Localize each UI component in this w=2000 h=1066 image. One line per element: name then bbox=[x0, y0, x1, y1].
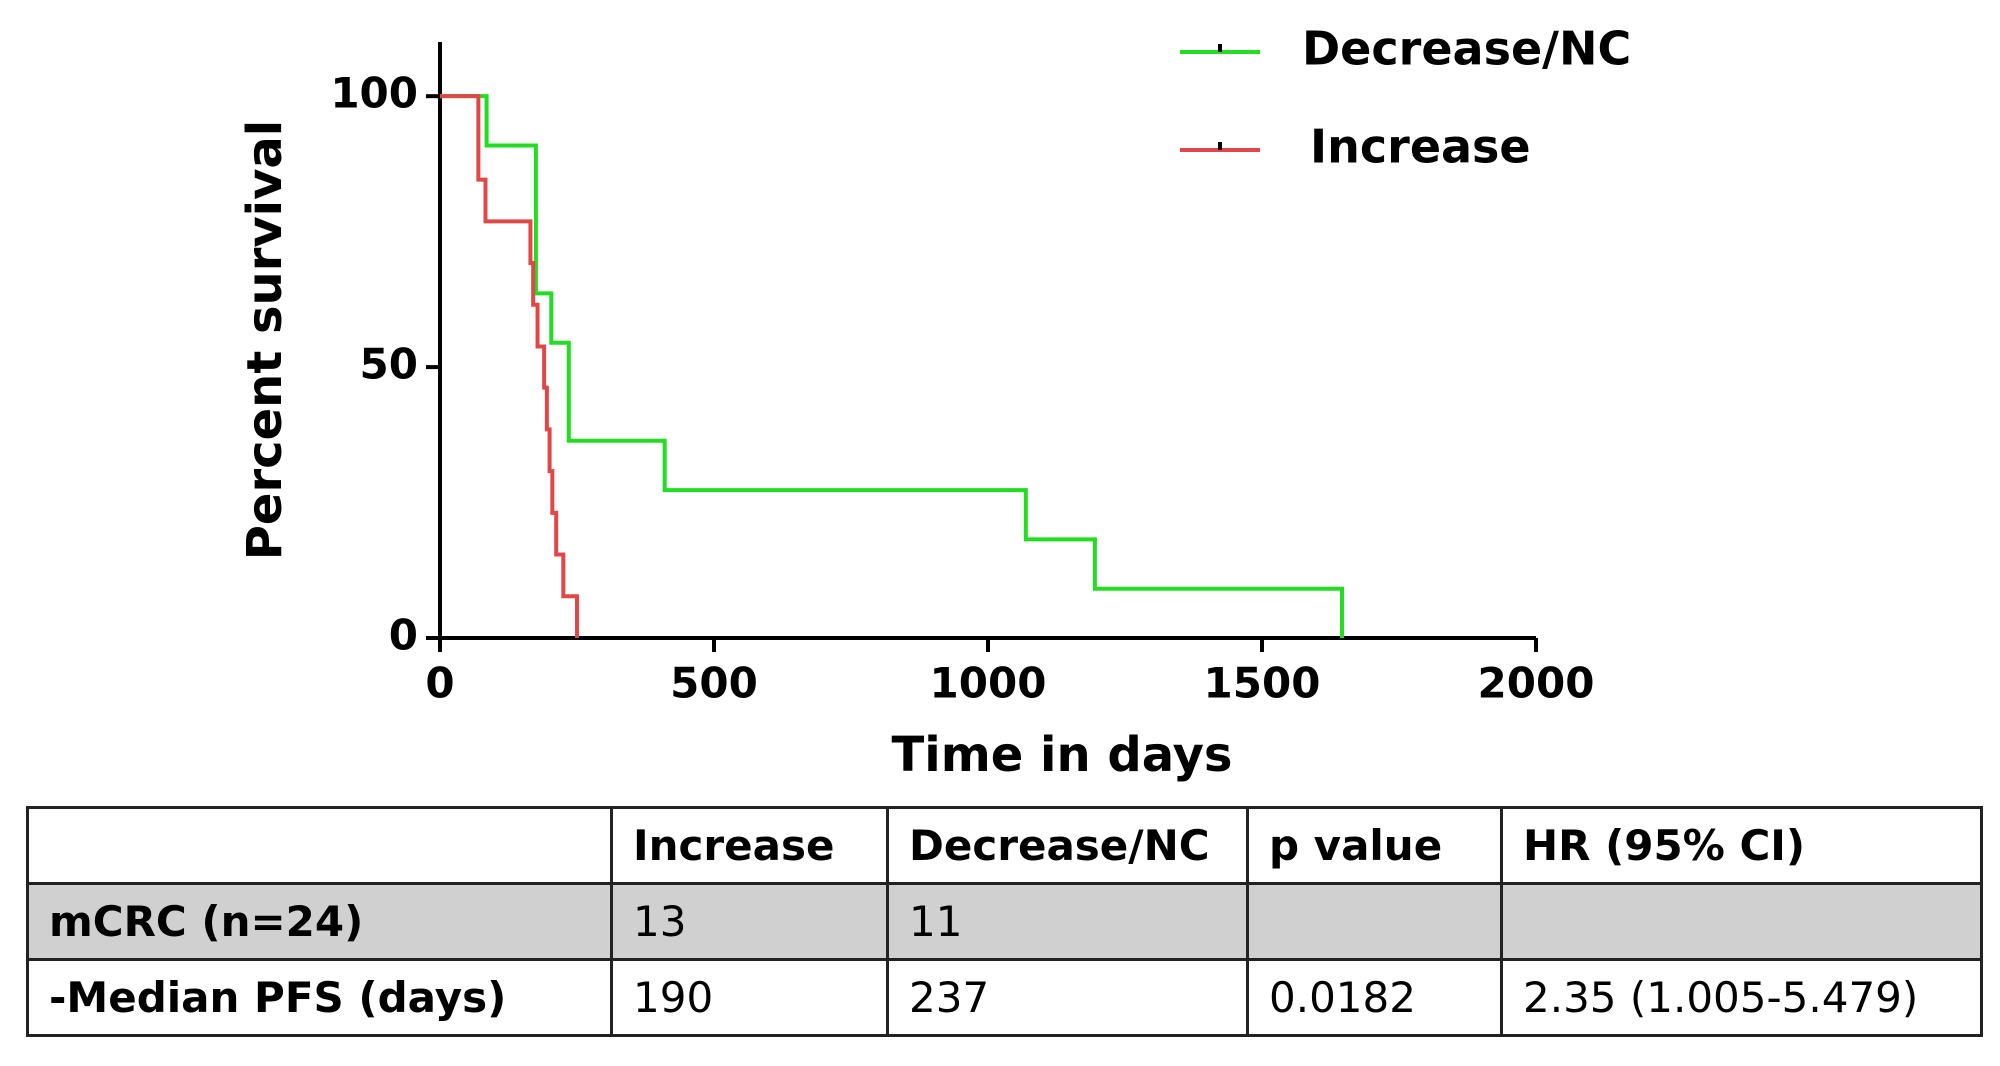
cell: 13 bbox=[610, 882, 889, 961]
x-tick-label: 1000 bbox=[930, 659, 1047, 708]
cell bbox=[1500, 882, 1983, 961]
cell bbox=[1246, 882, 1503, 961]
x-tick-label: 500 bbox=[670, 659, 758, 708]
legend-label: Decrease/NC bbox=[1302, 22, 1631, 76]
x-tick-label: 1500 bbox=[1204, 659, 1321, 708]
header-cell bbox=[26, 806, 613, 885]
survival-line bbox=[440, 94, 579, 638]
x-tick-label: 2000 bbox=[1478, 659, 1595, 708]
header-cell: Increase bbox=[610, 806, 889, 885]
x-tick-label: 0 bbox=[425, 659, 454, 708]
legend-label: Increase bbox=[1310, 120, 1531, 174]
survival-line bbox=[440, 94, 1345, 638]
cell: 11 bbox=[886, 882, 1249, 961]
y-tick-label: 100 bbox=[330, 69, 418, 118]
y-tick-label: 0 bbox=[389, 611, 418, 660]
y-tick-label: 50 bbox=[360, 340, 418, 389]
cell: 2.35 (1.005-5.479) bbox=[1500, 958, 1983, 1037]
x-axis-label: Time in days bbox=[892, 727, 1233, 783]
header-cell: p value bbox=[1246, 806, 1503, 885]
header-cell: HR (95% CI) bbox=[1500, 806, 1983, 885]
row-label: -Median PFS (days) bbox=[26, 958, 613, 1037]
header-cell: Decrease/NC bbox=[886, 806, 1249, 885]
cell: 237 bbox=[886, 958, 1249, 1037]
y-axis-label: Percent survival bbox=[237, 120, 293, 561]
cell: 0.0182 bbox=[1246, 958, 1503, 1037]
cell: 190 bbox=[610, 958, 889, 1037]
table-row: mCRC (n=24) 13 11 bbox=[26, 882, 1983, 961]
results-table: Increase Decrease/NC p value HR (95% CI)… bbox=[26, 806, 1983, 1037]
header-row: Increase Decrease/NC p value HR (95% CI) bbox=[26, 806, 1983, 885]
row-label: mCRC (n=24) bbox=[26, 882, 613, 961]
table-row: -Median PFS (days) 190 237 0.0182 2.35 (… bbox=[26, 958, 1983, 1037]
